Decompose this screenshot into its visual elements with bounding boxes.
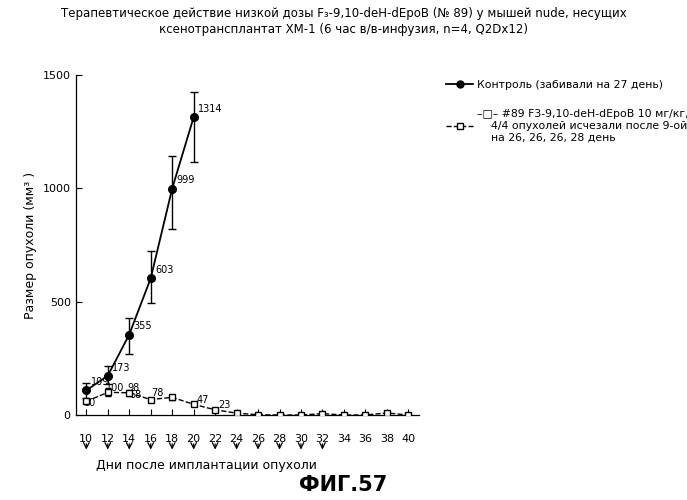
Text: ФИГ.57: ФИГ.57 — [300, 475, 387, 495]
Text: 1314: 1314 — [198, 104, 223, 114]
Text: 355: 355 — [133, 321, 152, 331]
Legend: Контроль (забивали на 27 день), –□– #89 F3-9,10-deH-dEpoB 10 мг/кг,
    4/4 опух: Контроль (забивали на 27 день), –□– #89 … — [442, 76, 687, 147]
Text: 999: 999 — [177, 175, 195, 185]
Text: 23: 23 — [218, 400, 231, 410]
Text: ксенотрансплантат XM-1 (6 час в/в-инфузия, n=4, Q2Dx12): ксенотрансплантат XM-1 (6 час в/в-инфузи… — [159, 22, 528, 36]
Text: Терапевтическое действие низкой дозы F₃-9,10-deH-dEpoB (№ 89) у мышей nude, несу: Терапевтическое действие низкой дозы F₃-… — [60, 8, 627, 20]
Text: 603: 603 — [155, 265, 173, 275]
Text: 60: 60 — [83, 398, 95, 408]
Text: 78: 78 — [150, 388, 163, 398]
Text: 68: 68 — [129, 390, 142, 400]
Y-axis label: Размер опухоли (мм³ ): Размер опухоли (мм³ ) — [24, 172, 37, 318]
Text: 109: 109 — [91, 377, 109, 387]
Text: 173: 173 — [112, 363, 131, 373]
Text: 100: 100 — [106, 382, 124, 392]
Text: Дни после имплантации опухоли: Дни после имплантации опухоли — [95, 460, 317, 472]
Text: 47: 47 — [197, 394, 210, 404]
Text: 98: 98 — [127, 383, 139, 393]
